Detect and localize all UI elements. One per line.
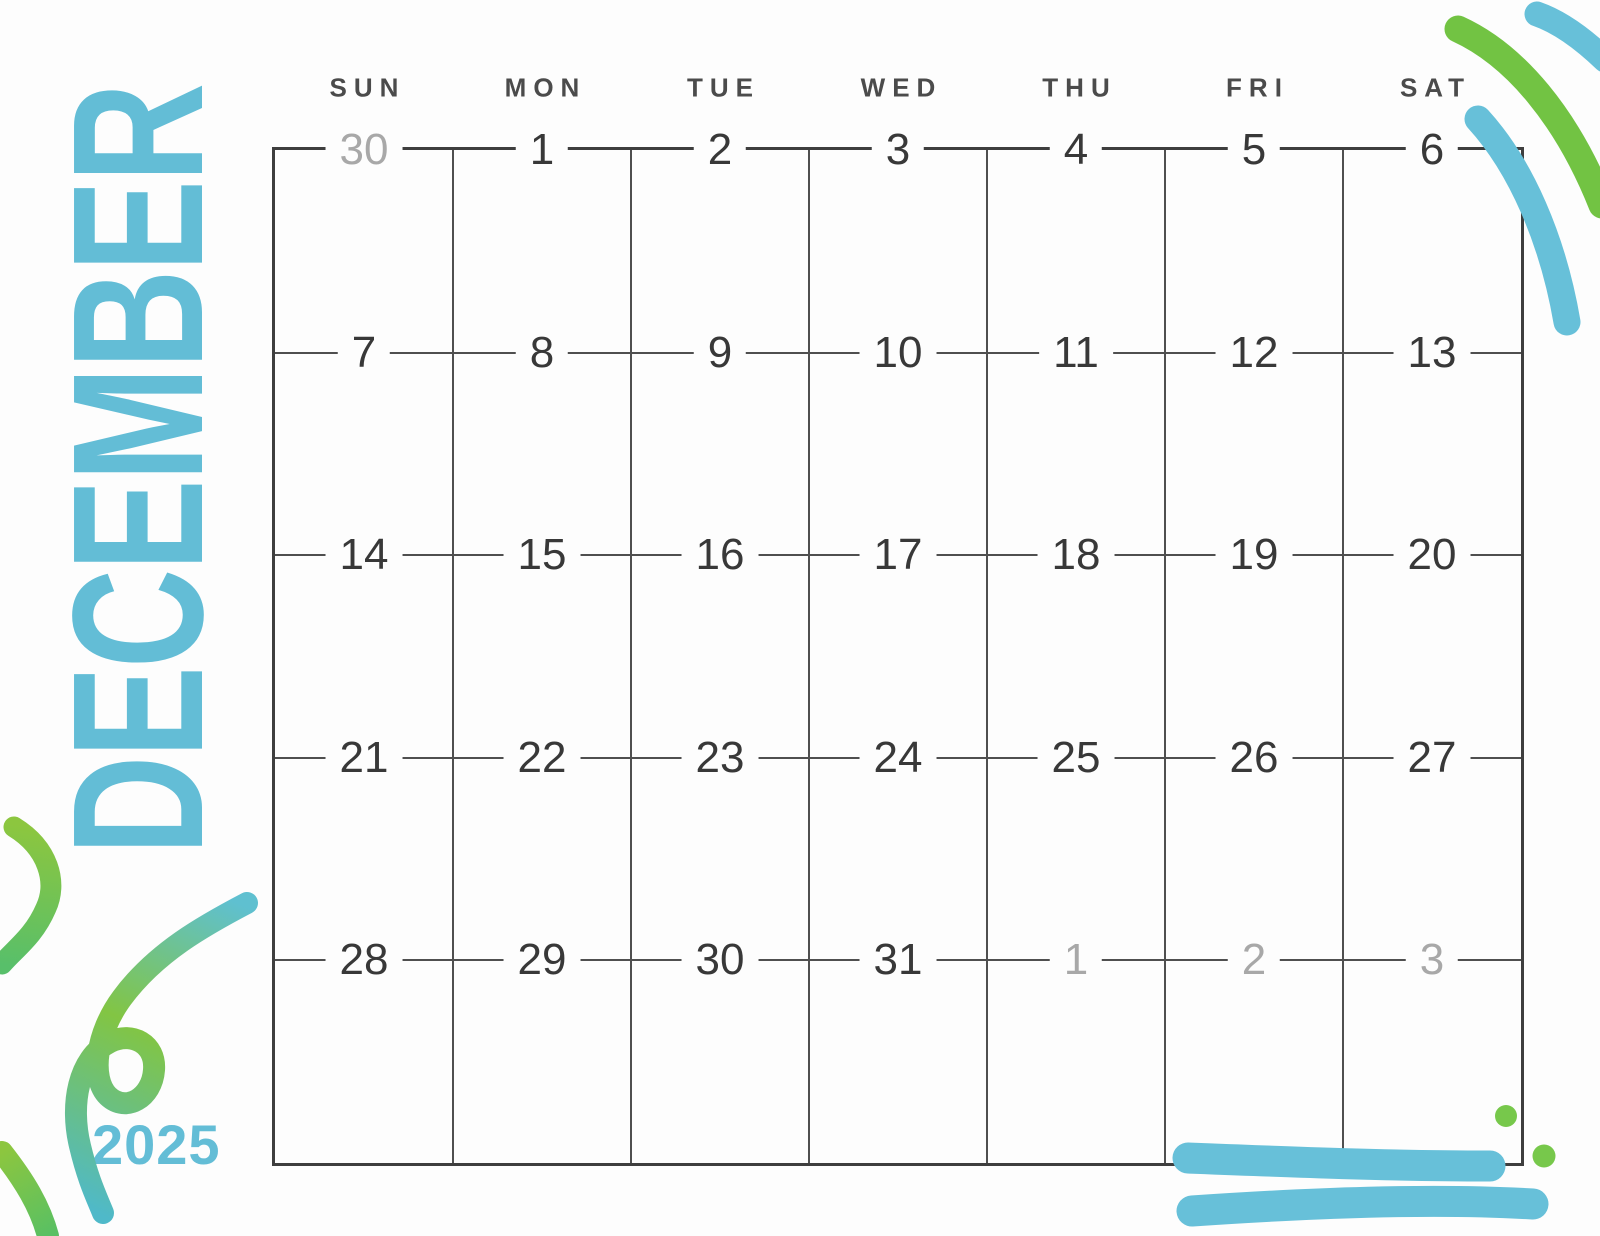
date-cell: 14 — [325, 531, 403, 580]
year-label: 2025 — [92, 1113, 221, 1176]
month-title: DECEMBER — [35, 85, 242, 855]
date-cell: 31 — [859, 936, 937, 985]
date-cell: 1 — [1049, 936, 1103, 985]
date-cell: 28 — [325, 936, 403, 985]
date-cell: 3 — [871, 126, 925, 174]
decor-dot-green-2 — [1532, 1144, 1556, 1168]
date-cell: 2 — [693, 126, 747, 174]
date-cell: 20 — [1393, 531, 1471, 580]
date-cell: 22 — [503, 733, 581, 782]
date-cell: 13 — [1393, 328, 1471, 377]
date-cell: 11 — [1039, 328, 1113, 377]
decor-arc-green-bottom-left-corner — [0, 1141, 59, 1236]
date-cell: 15 — [503, 531, 581, 580]
date-cell: 16 — [681, 531, 759, 580]
column-line — [1342, 150, 1344, 1163]
date-cell: 12 — [1215, 328, 1293, 377]
weekday-header: FRI — [1226, 72, 1289, 103]
weekday-header: THU — [1042, 72, 1117, 103]
date-cell: 24 — [859, 733, 937, 782]
date-cell: 29 — [503, 936, 581, 985]
date-cell: 30 — [681, 936, 759, 985]
column-line — [630, 150, 632, 1163]
date-cell: 25 — [1037, 733, 1115, 782]
date-cell: 30 — [325, 126, 403, 174]
date-cell: 1 — [515, 126, 569, 174]
weekday-header: MON — [504, 72, 587, 103]
date-cell: 5 — [1227, 126, 1281, 174]
date-cell: 8 — [515, 328, 569, 377]
weekday-header: WED — [860, 72, 943, 103]
weekday-header: TUE — [687, 72, 760, 103]
weekday-header: SUN — [329, 72, 406, 103]
date-cell: 4 — [1049, 126, 1103, 174]
decor-stroke-blue-2-bottom-right — [1176, 1185, 1549, 1227]
date-cell: 19 — [1215, 531, 1293, 580]
column-line — [452, 150, 454, 1163]
date-cell: 21 — [325, 733, 403, 782]
date-cell: 17 — [859, 531, 937, 580]
column-line — [1164, 150, 1166, 1163]
date-cell: 9 — [693, 328, 747, 377]
date-cell: 7 — [337, 328, 391, 377]
weekday-header: SAT — [1399, 72, 1472, 103]
date-cell: 27 — [1393, 733, 1471, 782]
column-line — [808, 150, 810, 1163]
date-cell: 6 — [1405, 126, 1459, 174]
date-cell: 23 — [681, 733, 759, 782]
date-cell: 10 — [859, 328, 937, 377]
date-cell: 18 — [1037, 531, 1115, 580]
column-line — [986, 150, 988, 1163]
calendar-grid: SUN MON TUE WED THU FRI SAT 30 1 2 3 4 5 6 7 8 9 10 11 12 13… — [272, 73, 1524, 1166]
date-cell: 26 — [1215, 733, 1293, 782]
date-cell: 3 — [1405, 936, 1459, 985]
date-cell: 2 — [1227, 936, 1281, 985]
decor-arc-blue-small-top-right — [1524, 1, 1600, 72]
